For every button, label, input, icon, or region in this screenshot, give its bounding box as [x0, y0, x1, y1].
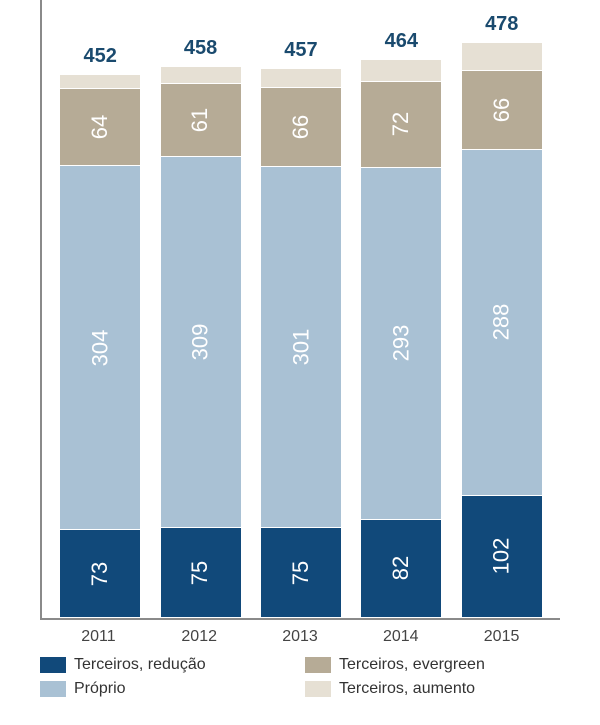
- legend-item-s3: Terceiros, evergreen: [305, 656, 560, 674]
- segment-value-label: 75: [188, 560, 214, 584]
- bar-segment-s3: 61: [161, 83, 241, 156]
- segment-value-label: 64: [87, 114, 113, 138]
- legend: Terceiros, redução Terceiros, evergreen Pr…: [40, 656, 560, 698]
- bar-segment-s2: 304: [60, 165, 140, 530]
- stacked-bar: 72 293 82: [360, 59, 442, 618]
- bar-segment-s4: [261, 69, 341, 87]
- legend-label: Próprio: [74, 680, 126, 698]
- segment-value-label: 82: [388, 556, 414, 580]
- bar-segment-s3: 72: [361, 81, 441, 167]
- segment-value-label: 73: [87, 561, 113, 585]
- x-axis-label: 2012: [158, 622, 240, 646]
- bar-segment-s1: 73: [60, 529, 140, 617]
- bar-segment-s3: 64: [60, 88, 140, 165]
- segment-value-label: 102: [489, 538, 515, 575]
- bar-segment-s4: [161, 67, 241, 83]
- bar-total-label: 452: [84, 45, 117, 68]
- x-axis-label: 2011: [57, 622, 139, 646]
- legend-label: Terceiros, redução: [74, 656, 206, 674]
- bar-total-label: 478: [485, 13, 518, 36]
- segment-value-label: 66: [489, 98, 515, 122]
- legend-swatch: [305, 657, 331, 673]
- segment-value-label: 66: [288, 114, 314, 138]
- legend-item-s2: Próprio: [40, 680, 295, 698]
- bars-container: 452 64 304 73 458 61 309 75 457 66 301 75 464 72 293 82…: [42, 0, 560, 618]
- segment-value-label: 293: [388, 325, 414, 362]
- stacked-bar: 61 309 75: [160, 66, 242, 618]
- bar-segment-s1: 75: [261, 527, 341, 617]
- legend-item-s1: Terceiros, redução: [40, 656, 295, 674]
- segment-value-label: 301: [288, 329, 314, 366]
- bar-total-label: 464: [385, 30, 418, 53]
- bar-segment-s1: 102: [462, 495, 542, 617]
- stacked-bar: 66 288 102: [461, 42, 543, 618]
- bar-segment-s2: 301: [261, 166, 341, 527]
- stacked-bar: 66 301 75: [260, 68, 342, 618]
- bar-segment-s4: [60, 75, 140, 88]
- bar-column: 452 64 304 73: [59, 0, 141, 618]
- segment-value-label: 72: [388, 112, 414, 136]
- x-axis-labels: 2011 2012 2013 2014 2015: [40, 622, 560, 646]
- segment-value-label: 288: [489, 304, 515, 341]
- segment-value-label: 304: [87, 329, 113, 366]
- bar-segment-s4: [462, 43, 542, 69]
- stacked-bar: 64 304 73: [59, 74, 141, 618]
- legend-swatch: [40, 657, 66, 673]
- bar-segment-s4: [361, 60, 441, 80]
- segment-value-label: 75: [288, 560, 314, 584]
- legend-swatch: [305, 681, 331, 697]
- bar-segment-s3: 66: [462, 70, 542, 149]
- bar-segment-s2: 293: [361, 167, 441, 519]
- x-axis-label: 2013: [259, 622, 341, 646]
- bar-column: 458 61 309 75: [160, 0, 242, 618]
- legend-label: Terceiros, aumento: [339, 680, 475, 698]
- bar-segment-s2: 288: [462, 149, 542, 495]
- bar-column: 478 66 288 102: [461, 0, 543, 618]
- chart-plot-area: 452 64 304 73 458 61 309 75 457 66 301 75 464 72 293 82…: [40, 0, 560, 620]
- segment-value-label: 61: [188, 108, 214, 132]
- legend-item-s4: Terceiros, aumento: [305, 680, 560, 698]
- bar-segment-s3: 66: [261, 87, 341, 166]
- legend-swatch: [40, 681, 66, 697]
- segment-value-label: 309: [188, 324, 214, 361]
- bar-segment-s1: 75: [161, 527, 241, 617]
- legend-label: Terceiros, evergreen: [339, 656, 485, 674]
- bar-segment-s1: 82: [361, 519, 441, 617]
- x-axis-label: 2014: [360, 622, 442, 646]
- bar-total-label: 458: [184, 37, 217, 60]
- x-axis-label: 2015: [461, 622, 543, 646]
- bar-segment-s2: 309: [161, 156, 241, 527]
- bar-column: 457 66 301 75: [260, 0, 342, 618]
- bar-total-label: 457: [284, 39, 317, 62]
- bar-column: 464 72 293 82: [360, 0, 442, 618]
